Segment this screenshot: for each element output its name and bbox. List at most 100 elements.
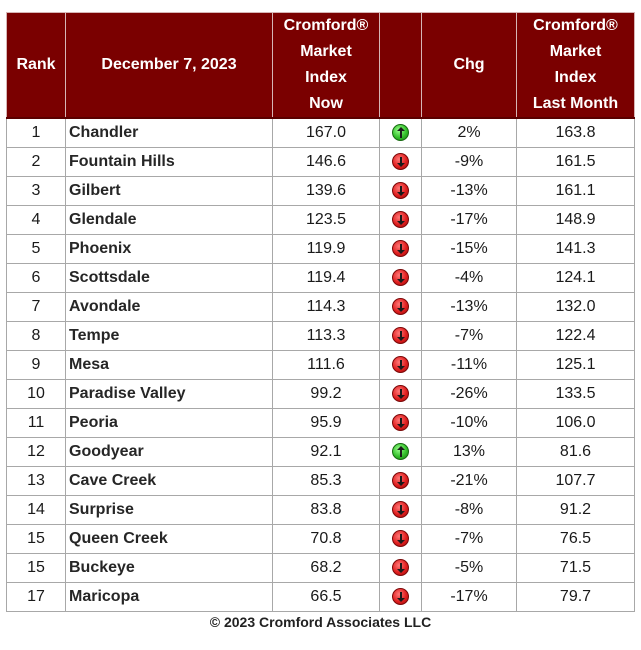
trend-cell <box>379 408 422 438</box>
index-now-cell: 66.5 <box>272 582 380 612</box>
index-last-month-cell: 141.3 <box>516 234 635 264</box>
index-now-cell: 123.5 <box>272 205 380 235</box>
index-now-header-line: Cromford® <box>283 17 369 34</box>
index-now-cell: 70.8 <box>272 524 380 554</box>
trend-cell <box>379 263 422 293</box>
red-down-arrow-icon <box>392 530 409 548</box>
trend-cell <box>379 147 422 177</box>
table-row: 15 Queen Creek 70.8 -7% 76.5 <box>6 524 635 554</box>
index-now-cell: 114.3 <box>272 292 380 322</box>
change-cell: -26% <box>421 379 517 409</box>
red-down-arrow-icon <box>392 153 409 171</box>
table-row: 5 Phoenix 119.9 -15% 141.3 <box>6 234 635 264</box>
index-last-month-cell: 91.2 <box>516 495 635 525</box>
index-now-cell: 119.9 <box>272 234 380 264</box>
red-down-arrow-icon <box>392 588 409 606</box>
trend-cell <box>379 292 422 322</box>
city-cell: Gilbert <box>65 176 273 206</box>
rank-cell: 15 <box>6 524 66 554</box>
table-row: 4 Glendale 123.5 -17% 148.9 <box>6 205 635 235</box>
index-now-cell: 119.4 <box>272 263 380 293</box>
city-cell: Mesa <box>65 350 273 380</box>
rank-cell: 8 <box>6 321 66 351</box>
city-cell: Surprise <box>65 495 273 525</box>
index-now-cell: 92.1 <box>272 437 380 467</box>
rank-cell: 6 <box>6 263 66 293</box>
index-now-cell: 113.3 <box>272 321 380 351</box>
rank-cell: 9 <box>6 350 66 380</box>
index-last-month-cell: 76.5 <box>516 524 635 554</box>
rank-cell: 3 <box>6 176 66 206</box>
rank-cell: 13 <box>6 466 66 496</box>
trend-cell <box>379 582 422 612</box>
rank-cell: 11 <box>6 408 66 438</box>
change-cell: -8% <box>421 495 517 525</box>
city-cell: Paradise Valley <box>65 379 273 409</box>
index-last-month-cell: 125.1 <box>516 350 635 380</box>
index-last-month-cell: 71.5 <box>516 553 635 583</box>
red-down-arrow-icon <box>392 327 409 345</box>
trend-cell <box>379 350 422 380</box>
index-last-month-cell: 163.8 <box>516 117 635 148</box>
table-row: 1 Chandler 167.0 2% 163.8 <box>6 117 635 148</box>
city-cell: Maricopa <box>65 582 273 612</box>
trend-cell <box>379 234 422 264</box>
red-down-arrow-icon <box>392 559 409 577</box>
index-now-cell: 139.6 <box>272 176 380 206</box>
table-row: 14 Surprise 83.8 -8% 91.2 <box>6 495 635 525</box>
trend-cell <box>379 321 422 351</box>
rank-cell: 17 <box>6 582 66 612</box>
index-now-cell: 111.6 <box>272 350 380 380</box>
green-up-arrow-icon <box>392 124 409 142</box>
red-down-arrow-icon <box>392 414 409 432</box>
rank-cell: 4 <box>6 205 66 235</box>
table-row: 10 Paradise Valley 99.2 -26% 133.5 <box>6 379 635 409</box>
red-down-arrow-icon <box>392 385 409 403</box>
change-cell: -13% <box>421 292 517 322</box>
city-cell: Cave Creek <box>65 466 273 496</box>
rank-cell: 15 <box>6 553 66 583</box>
rank-header: Rank <box>6 12 66 119</box>
index-last-month-header-line: Market <box>549 43 602 60</box>
table-row: 9 Mesa 111.6 -11% 125.1 <box>6 350 635 380</box>
index-last-month-header-line: Index <box>554 69 597 86</box>
rank-cell: 10 <box>6 379 66 409</box>
red-down-arrow-icon <box>392 356 409 374</box>
index-now-header-line: Index <box>305 69 347 86</box>
change-cell: -11% <box>421 350 517 380</box>
table-row: 11 Peoria 95.9 -10% 106.0 <box>6 408 635 438</box>
index-now-cell: 85.3 <box>272 466 380 496</box>
trend-header <box>379 12 422 119</box>
index-now-cell: 68.2 <box>272 553 380 583</box>
red-down-arrow-icon <box>392 501 409 519</box>
trend-cell <box>379 379 422 409</box>
change-header: Chg <box>421 12 517 119</box>
trend-cell <box>379 176 422 206</box>
index-last-month-cell: 79.7 <box>516 582 635 612</box>
index-last-month-cell: 124.1 <box>516 263 635 293</box>
change-cell: -17% <box>421 205 517 235</box>
city-cell: Tempe <box>65 321 273 351</box>
red-down-arrow-icon <box>392 182 409 200</box>
city-cell: Scottsdale <box>65 263 273 293</box>
city-cell: Phoenix <box>65 234 273 264</box>
index-last-month-cell: 133.5 <box>516 379 635 409</box>
index-last-month-cell: 106.0 <box>516 408 635 438</box>
index-last-month-cell: 107.7 <box>516 466 635 496</box>
city-cell: Glendale <box>65 205 273 235</box>
rank-cell: 7 <box>6 292 66 322</box>
table-row: 17 Maricopa 66.5 -17% 79.7 <box>6 582 635 612</box>
change-cell: 2% <box>421 117 517 148</box>
change-cell: 13% <box>421 437 517 467</box>
table-row: 3 Gilbert 139.6 -13% 161.1 <box>6 176 635 206</box>
change-cell: -7% <box>421 524 517 554</box>
index-now-cell: 167.0 <box>272 117 380 148</box>
header-row: Rank December 7, 2023 Cromford® Market I… <box>6 12 635 119</box>
red-down-arrow-icon <box>392 472 409 490</box>
city-cell: Queen Creek <box>65 524 273 554</box>
city-cell: Buckeye <box>65 553 273 583</box>
index-now-cell: 146.6 <box>272 147 380 177</box>
red-down-arrow-icon <box>392 269 409 287</box>
index-now-cell: 83.8 <box>272 495 380 525</box>
index-last-month-cell: 81.6 <box>516 437 635 467</box>
